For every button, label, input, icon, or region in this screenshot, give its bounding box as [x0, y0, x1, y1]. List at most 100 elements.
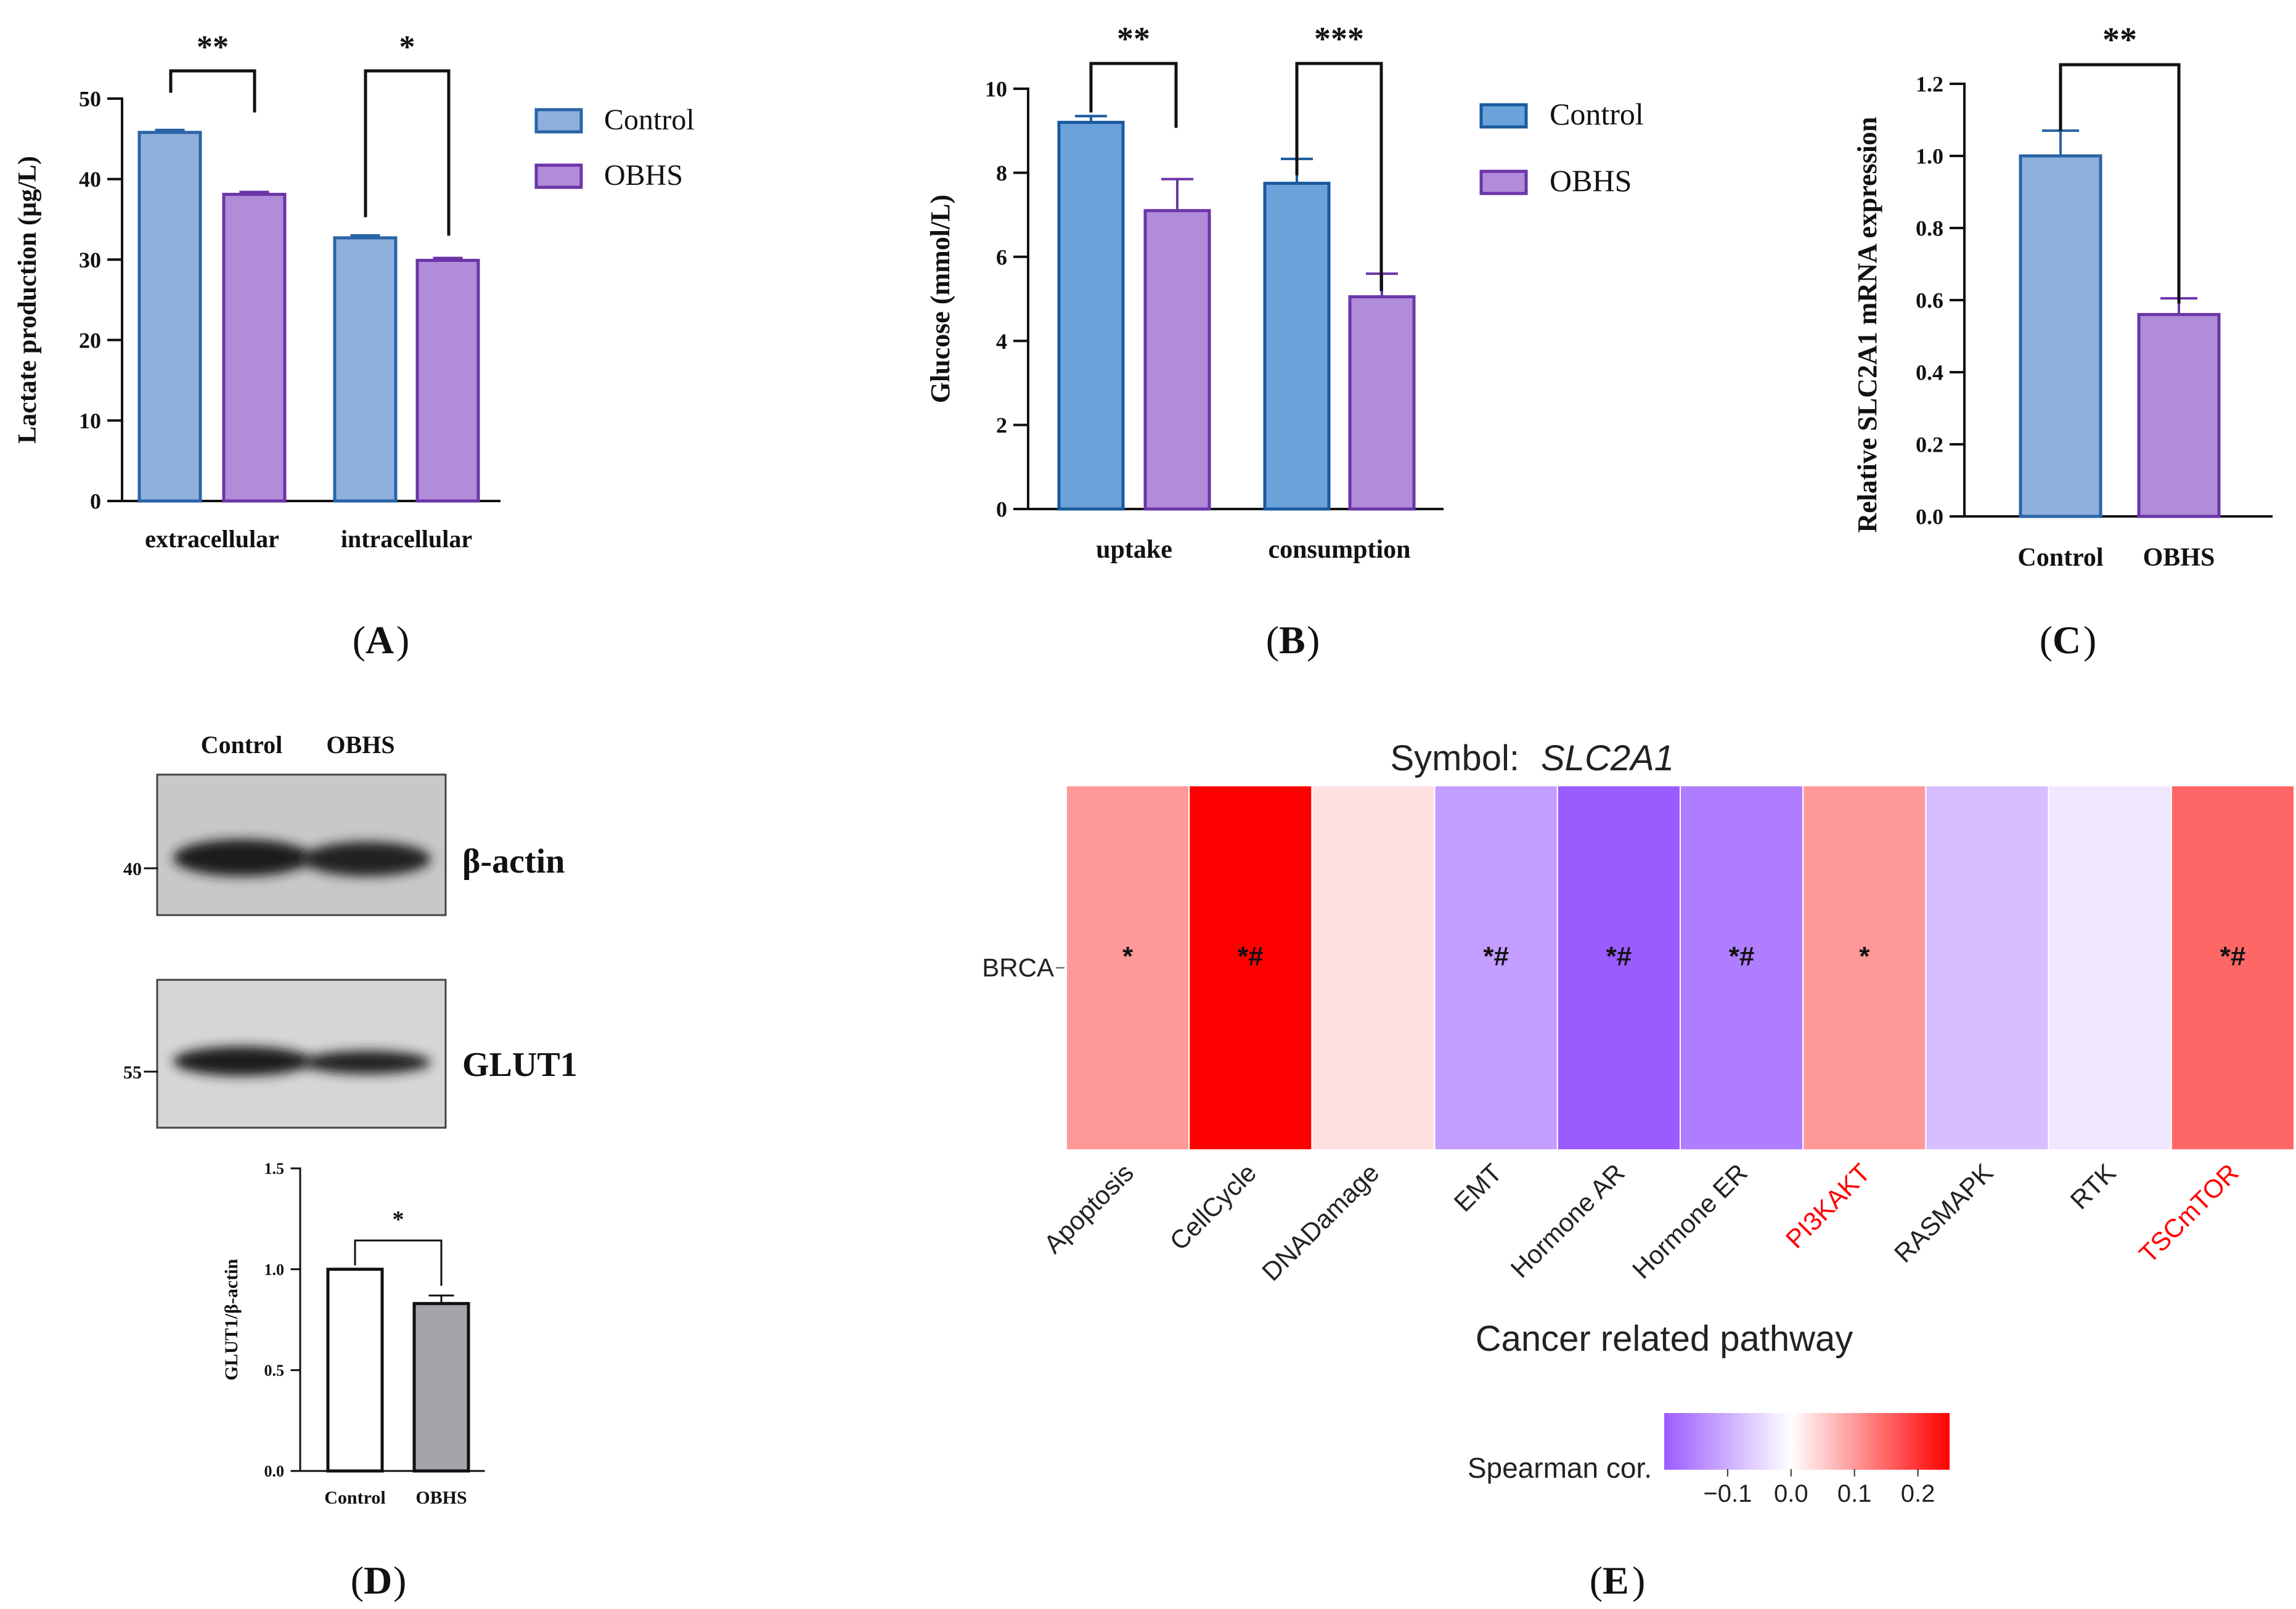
legend-swatch: [1479, 169, 1528, 195]
y-tick-label: 0.0: [264, 1462, 285, 1480]
colorbar-label: Spearman cor.: [1468, 1452, 1652, 1484]
bar-obhs: [2137, 312, 2221, 518]
heatmap-cell: [1925, 785, 2049, 1151]
x-tick-label: consumption: [1268, 536, 1410, 564]
y-tick-label: 0: [996, 497, 1007, 522]
lane-label: OBHS: [326, 731, 394, 759]
heatmap-column-label: Hormone ER: [1627, 1158, 1753, 1284]
heatmap-column-label: PI3KAKT: [1780, 1158, 1876, 1253]
heatmap-title-symbol: SLC2A1: [1541, 738, 1674, 778]
lane-label: Control: [201, 731, 283, 759]
bar-control: [137, 131, 202, 503]
colorbar-tick-label: 0.0: [1774, 1480, 1808, 1507]
panel-paren: ): [1632, 1558, 1645, 1602]
blot-band: [303, 1051, 431, 1074]
panel-paren: ): [396, 618, 409, 662]
y-tick-label: 6: [996, 245, 1007, 269]
heatmap-cell: [2170, 785, 2295, 1151]
heatmap-row-label: BRCA: [982, 953, 1054, 982]
panel-paren: (: [353, 618, 366, 662]
x-tick-label: Control: [324, 1488, 385, 1508]
mw-marker: 55: [123, 1062, 142, 1083]
colorbar-tick-label: 0.2: [1901, 1480, 1935, 1507]
y-axis-label: Lactate production (µg/L): [14, 156, 42, 444]
y-tick-label: 1.0: [1916, 144, 1943, 169]
significance-stars: *: [393, 1207, 404, 1232]
heatmap-column-label: CellCycle: [1164, 1158, 1262, 1256]
bar-control: [1263, 181, 1331, 511]
y-tick-label: 4: [996, 329, 1007, 354]
panel-label: D: [364, 1558, 392, 1602]
legend-label: Control: [1550, 97, 1644, 131]
heatmap-cell: [1680, 785, 1804, 1151]
blot-band: [173, 839, 311, 876]
panel-label: E: [1603, 1558, 1629, 1602]
colorbar-tick-label: 0.1: [1837, 1480, 1872, 1507]
heatmap-column-label: DNADamage: [1256, 1158, 1384, 1286]
panel-paren: ): [393, 1558, 406, 1602]
panel-paren: (: [351, 1558, 364, 1602]
y-tick-label: 8: [996, 161, 1007, 185]
heatmap-cell: [1802, 785, 1927, 1151]
y-tick-label: 2: [996, 413, 1007, 438]
y-axis-label: Relative SLC2A1 mRNA expression: [1852, 116, 1882, 532]
panel-label: C: [2053, 618, 2081, 662]
heatmap-annotation: *#: [1729, 942, 1755, 972]
x-tick-label: OBHS: [415, 1488, 467, 1508]
panel-paren: (: [2040, 618, 2053, 662]
y-axis-label: GLUT1/β-actin: [221, 1258, 242, 1380]
x-tick-label: Control: [2017, 544, 2103, 572]
y-tick-label: 20: [79, 328, 101, 352]
heatmap-cell: [1311, 785, 1436, 1151]
panel-paren: (: [1266, 618, 1279, 662]
y-tick-label: 0.0: [1916, 505, 1943, 529]
panel-paren: ): [1307, 618, 1320, 662]
legend-swatch: [534, 163, 583, 189]
band-label: GLUT1: [462, 1046, 578, 1084]
significance-stars: *: [399, 30, 415, 65]
heatmap-annotation: *: [1859, 942, 1870, 972]
significance-stars: ***: [1314, 20, 1364, 57]
heatmap-column-label: RASMAPK: [1889, 1158, 1998, 1268]
colorbar: [1664, 1413, 1950, 1470]
x-axis-label: Cancer related pathway: [1476, 1319, 1853, 1359]
y-tick-label: 10: [985, 77, 1007, 102]
y-tick-label: 0.4: [1916, 360, 1943, 385]
bar-obhs: [1143, 209, 1211, 511]
panel-paren: ): [2083, 618, 2096, 662]
y-tick-label: 0: [90, 489, 101, 514]
heatmap-column-label: RTK: [2064, 1158, 2121, 1215]
significance-stars: **: [1117, 20, 1150, 57]
heatmap-cell: [1434, 785, 1558, 1151]
bar-obhs: [1348, 295, 1416, 511]
bar-obhs: [412, 1301, 470, 1473]
panel-paren: (: [1590, 1558, 1603, 1602]
bar-control: [333, 236, 398, 503]
heatmap-cell: [1188, 785, 1313, 1151]
bar-control: [2019, 154, 2102, 518]
y-tick-label: 1.0: [264, 1261, 285, 1279]
x-tick-label: uptake: [1096, 536, 1172, 564]
legend-swatch: [1479, 103, 1528, 129]
y-tick-label: 0.5: [264, 1361, 285, 1379]
heatmap-annotation: *#: [1238, 942, 1264, 972]
band-label: β-actin: [462, 842, 565, 881]
bar-obhs: [415, 259, 480, 503]
legend-label: Control: [604, 104, 695, 136]
x-tick-label: extracellular: [145, 525, 279, 553]
bar-obhs: [222, 192, 287, 503]
mw-marker: 40: [123, 859, 142, 879]
colorbar-tick-label: −0.1: [1703, 1480, 1752, 1507]
x-tick-label: intracellular: [341, 525, 472, 553]
significance-stars: **: [2102, 21, 2137, 59]
heatmap-column-label: TSCmTOR: [2133, 1158, 2244, 1269]
heatmap-annotation: *#: [1483, 942, 1509, 972]
significance-stars: **: [197, 30, 229, 65]
heatmap-column-label: Hormone AR: [1505, 1158, 1630, 1283]
blot-band: [303, 842, 431, 876]
y-tick-label: 10: [79, 409, 101, 433]
heatmap-cell: [2048, 785, 2172, 1151]
y-tick-label: 30: [79, 248, 101, 272]
y-tick-label: 0.8: [1916, 216, 1943, 241]
